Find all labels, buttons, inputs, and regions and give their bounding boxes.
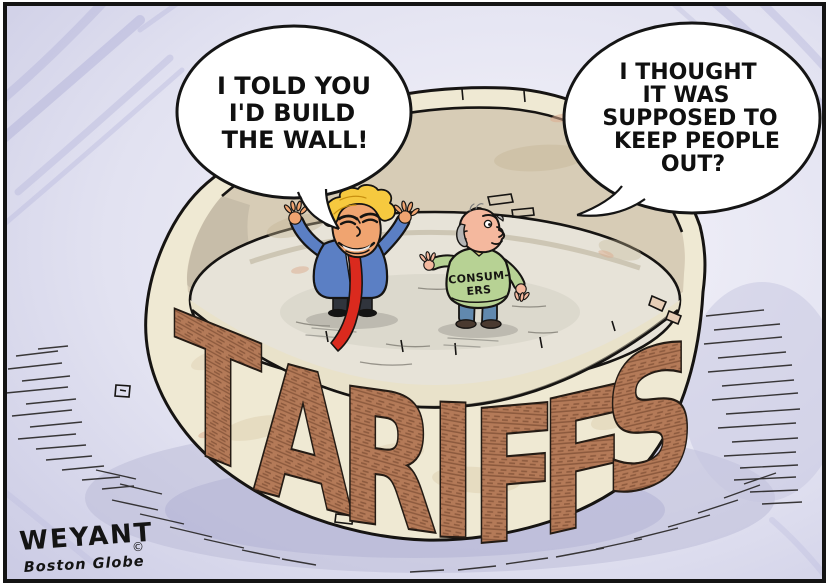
consumer-shadow (438, 322, 518, 338)
shirt-label-line1: CONSUM- (448, 268, 510, 286)
bubble-text-line: OUT? (661, 152, 725, 177)
ground-hatching (6, 309, 803, 573)
trump-tie (330, 249, 363, 352)
tariffs-wall-label: T A R I F F S (173, 272, 698, 587)
bubble-text-line: I THOUGHT (619, 60, 756, 85)
wall-letter: R (339, 351, 437, 576)
consumer-shirt-label: CONSUM- ERS (448, 268, 510, 298)
bubble-text-line: IT WAS (642, 83, 729, 108)
bubble-text-line: SUPPOSED TO (602, 106, 777, 131)
consumer-hand-left (419, 251, 436, 271)
wall-letter: S (604, 297, 696, 544)
consumer-speech-bubble: I THOUGHT IT WAS SUPPOSED TO KEEP PEOPLE… (562, 21, 822, 217)
bubble-text-line: I TOLD YOU (217, 72, 371, 100)
consumer-figure: CONSUM- ERS (419, 203, 530, 348)
wall-blotches (191, 92, 642, 494)
trump-arm-right (374, 215, 409, 256)
wall-letter: I (429, 367, 476, 581)
bubble-text-line: KEEP PEOPLE (614, 129, 780, 154)
wall-letter: F (540, 347, 627, 579)
bubble-text-line: THE WALL! (222, 126, 369, 154)
consumer-shoe (480, 319, 502, 329)
trump-teeth (342, 244, 371, 252)
consumer-head (458, 207, 506, 254)
shirt-label-line2: ERS (466, 283, 492, 298)
trump-hair-strands (333, 195, 367, 215)
consumer-hair-wisps (469, 203, 484, 212)
consumer-hair-side (496, 214, 504, 222)
wall-letter: A (254, 319, 352, 559)
wall-letter: F (471, 367, 558, 587)
floor-scuffs (295, 287, 559, 366)
floor-back-shade (249, 229, 641, 271)
trump-speech-bubble: I TOLD YOU I'D BUILD THE WALL! (175, 24, 413, 231)
trump-shoe (328, 308, 348, 318)
trump-hand-right (393, 200, 420, 224)
panel-frame (3, 2, 826, 583)
artist-signature: WEYANT © Boston Globe (18, 518, 154, 576)
signature-copyright: © (132, 540, 144, 554)
consumer-sweater-hem (451, 295, 507, 303)
consumer-hand-right (514, 283, 530, 302)
consumer-pupil (488, 223, 491, 226)
wall-letter: T (175, 274, 262, 521)
consumer-hair-back (456, 223, 468, 248)
rim-front-second-line (199, 313, 671, 408)
bubble-tail (298, 186, 340, 230)
signature-publication: Boston Globe (23, 554, 145, 576)
bubble-text-line: I'D BUILD (229, 99, 355, 127)
trump-shoe (357, 308, 377, 318)
consumer-shoe (455, 319, 477, 329)
